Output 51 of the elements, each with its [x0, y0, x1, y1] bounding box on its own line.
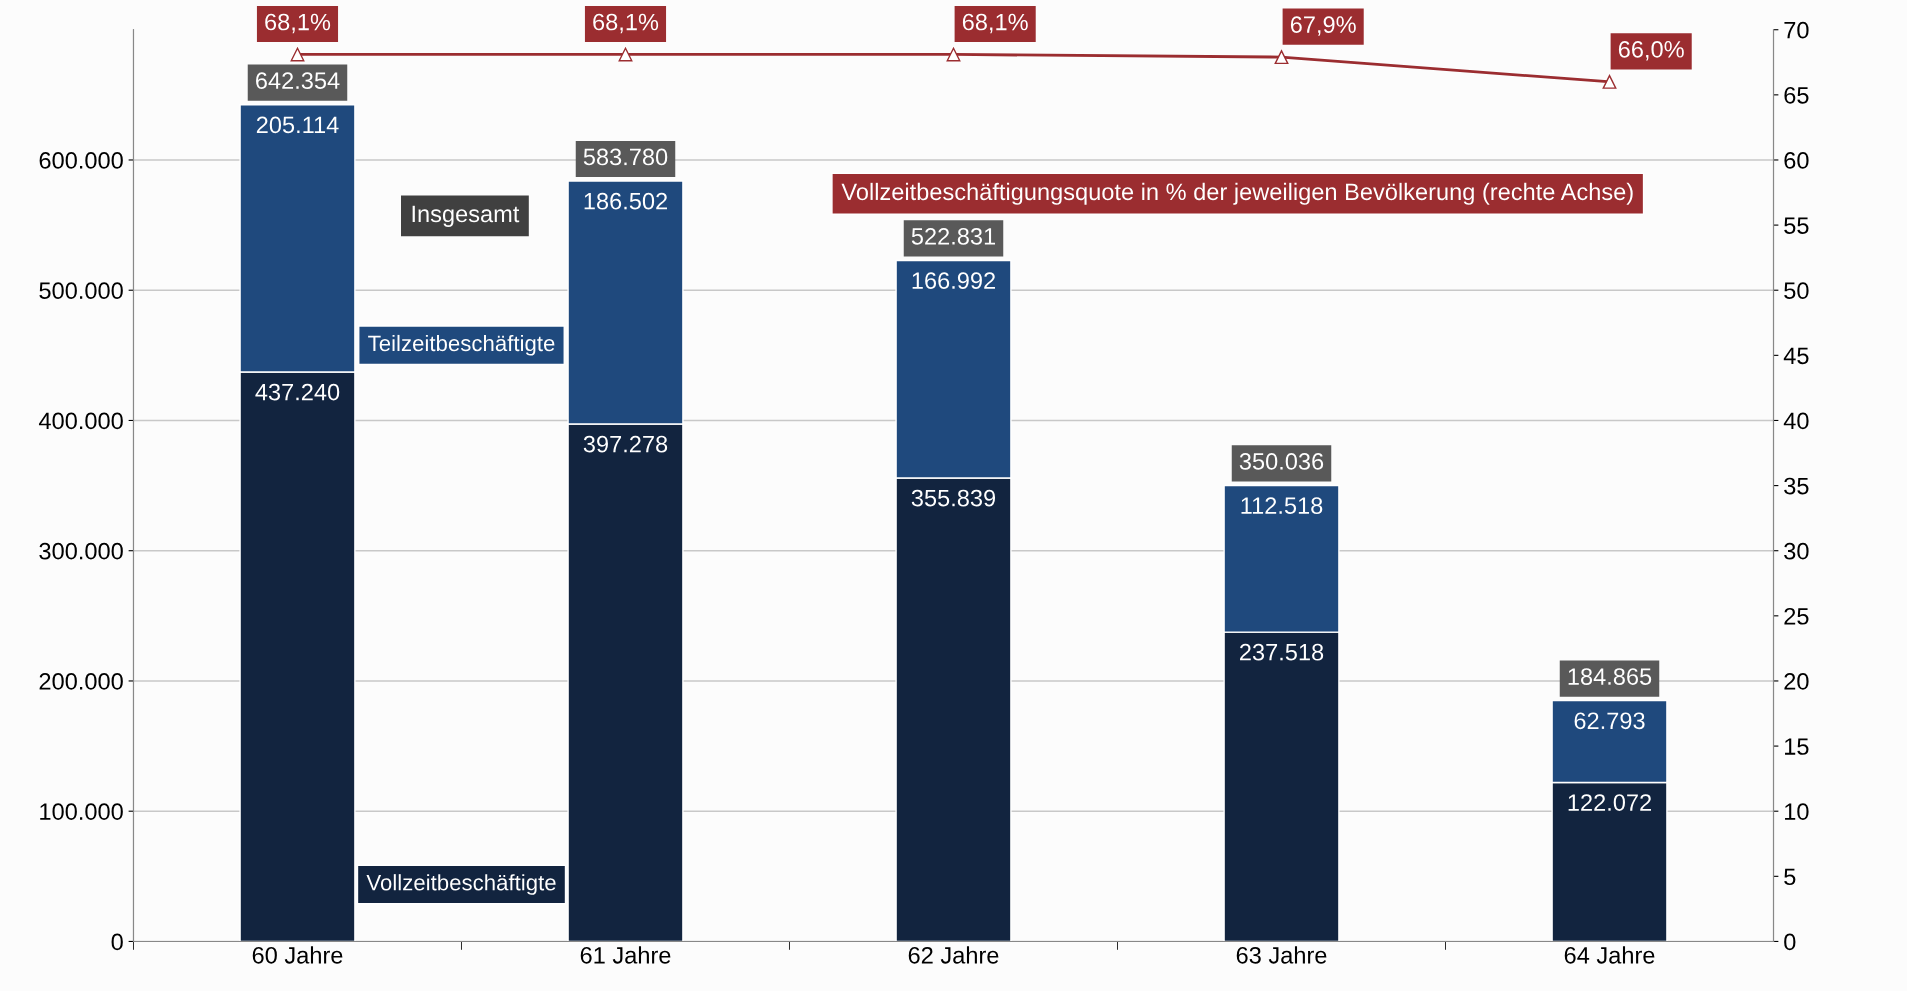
data-label: 186.502	[584, 192, 667, 210]
data-label: 355.839	[911, 489, 996, 507]
y2-tick-label: 70	[1784, 21, 1809, 39]
x-tick-label: 63 Jahre	[1236, 946, 1327, 964]
y2-tick-label: 40	[1783, 412, 1809, 430]
data-label: 437.240	[255, 383, 340, 401]
y-tick-label: 100.000	[40, 803, 123, 820]
data-label: 62.793	[1574, 712, 1645, 730]
y2-tick-label: 45	[1783, 347, 1809, 365]
data-label: 397.278	[583, 435, 668, 453]
x-tick-label: 62 Jahre	[908, 946, 999, 964]
y-tick-label: 500.000	[39, 282, 123, 300]
annotation: Insgesamt	[412, 205, 520, 227]
data-label: 237.518	[1240, 643, 1324, 661]
total-label: 642.354	[256, 72, 340, 90]
y2-tick-label: 15	[1785, 738, 1809, 755]
y2-tick-label: 55	[1784, 217, 1809, 234]
data-label: 166.992	[912, 272, 995, 289]
y-tick-label: 400.000	[38, 412, 123, 430]
data-label: 68,1%	[962, 13, 1028, 34]
y-tick-label: 0	[111, 933, 123, 951]
data-label: 112.518	[1241, 497, 1323, 514]
series-label: Teilzeitbeschäftigte	[368, 334, 555, 356]
y2-tick-label: 5	[1784, 868, 1796, 886]
total-label: 184.865	[1568, 668, 1652, 685]
total-label: 350.036	[1239, 453, 1324, 470]
data-label: 122.072	[1568, 794, 1651, 811]
y-tick-label: 600.000	[39, 152, 123, 169]
y2-tick-label: 35	[1784, 477, 1809, 495]
data-label: 66,0%	[1618, 41, 1684, 61]
data-label: 68,1%	[593, 13, 659, 34]
y2-tick-label: 30	[1784, 542, 1809, 560]
y2-tick-label: 25	[1784, 607, 1809, 625]
text: Vollzeitbeschäftigungsquote in % der jeweiligen Bevölkerung (rechte Achse)	[841, 182, 1633, 205]
y2-tick-label: 50	[1784, 282, 1809, 300]
total-label: 583.780	[583, 148, 668, 166]
total-label: 522.831	[911, 227, 996, 245]
data-label: 67,9%	[1290, 16, 1356, 36]
y2-tick-label: 60	[1784, 152, 1809, 169]
x-tick-label: 64 Jahre	[1564, 946, 1655, 964]
x-tick-label: 60 Jahre	[252, 946, 343, 964]
series-label: Vollzeitbeschäftigte	[366, 874, 556, 895]
y-tick-label: 300.000	[39, 542, 123, 560]
data-label: 205.114	[256, 116, 339, 134]
y2-tick-label: 0	[1784, 933, 1796, 951]
y2-tick-label: 10	[1785, 803, 1809, 820]
x-tick-label: 61 Jahre	[580, 946, 671, 964]
y-tick-label: 200.000	[39, 673, 123, 690]
y2-tick-label: 65	[1784, 86, 1809, 104]
data-label: 68,1%	[265, 13, 331, 34]
y2-tick-label: 20	[1784, 673, 1809, 690]
